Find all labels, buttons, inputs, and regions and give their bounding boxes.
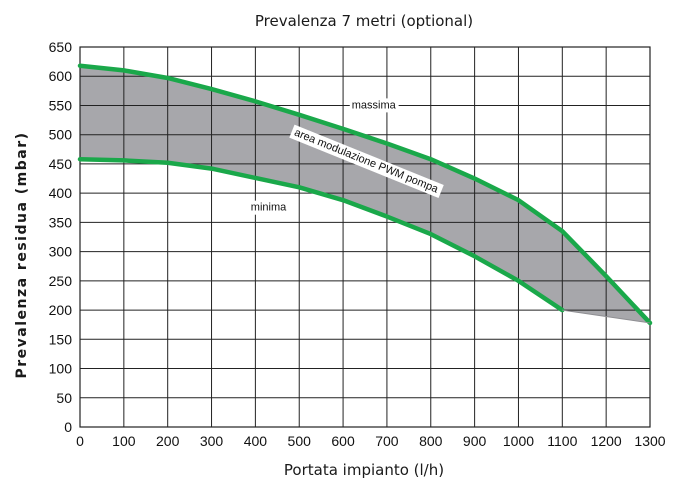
annotation-label: minima (251, 202, 287, 214)
y-tick-label: 0 (64, 419, 72, 435)
y-tick-label: 650 (49, 39, 73, 55)
annotation-label: massima (352, 99, 397, 111)
x-tick-label: 400 (244, 433, 268, 449)
ticks: 0 100 200 300 400 500 600 700 800 900 1000 1100 1200… (49, 39, 666, 449)
x-tick-label: 1300 (634, 433, 665, 449)
x-tick-label: 300 (200, 433, 224, 449)
x-tick-label: 1100 (547, 433, 577, 449)
series-minima-line (77, 156, 565, 313)
y-tick-label: 250 (49, 273, 73, 289)
y-tick-label: 500 (49, 127, 73, 143)
plot-frame (79, 46, 651, 428)
y-tick-label: 50 (56, 390, 72, 406)
curves (77, 63, 653, 326)
y-tick-label: 150 (49, 331, 73, 347)
annotation-backdrop (289, 124, 444, 198)
y-tick-label: 450 (49, 156, 73, 172)
modulation-area (80, 65, 650, 323)
x-tick-label: 700 (375, 433, 399, 449)
y-axis-label: Prevalenza residua (mbar) (14, 131, 30, 378)
y-tick-label: 600 (49, 68, 73, 84)
x-axis-label: Portata impianto (l/h) (284, 461, 444, 479)
x-tick-label: 900 (463, 433, 487, 449)
x-tick-label: 200 (156, 433, 180, 449)
modulation-band (80, 65, 650, 323)
x-tick-label: 800 (419, 433, 443, 449)
y-tick-label: 350 (49, 214, 73, 230)
annotation: massima (349, 98, 399, 113)
annotation: minima (248, 200, 290, 215)
x-tick-label: 100 (112, 433, 136, 449)
y-tick-label: 400 (49, 185, 73, 201)
series-massima-line (77, 63, 653, 326)
annotation-backdrop (248, 200, 290, 215)
x-tick-label: 500 (288, 433, 312, 449)
x-tick-label: 600 (331, 433, 355, 449)
y-tick-label: 200 (49, 302, 73, 318)
band-closing-edge (562, 309, 651, 324)
x-tick-label: 0 (76, 433, 84, 449)
y-tick-label: 300 (49, 244, 73, 260)
x-tick-label: 1200 (591, 433, 622, 449)
x-tick-label: 1000 (503, 433, 534, 449)
y-tick-label: 550 (49, 97, 73, 113)
y-tick-label: 100 (49, 361, 73, 377)
annotation-backdrop (349, 98, 399, 113)
chart-title: Prevalenza 7 metri (optional) (255, 12, 473, 30)
